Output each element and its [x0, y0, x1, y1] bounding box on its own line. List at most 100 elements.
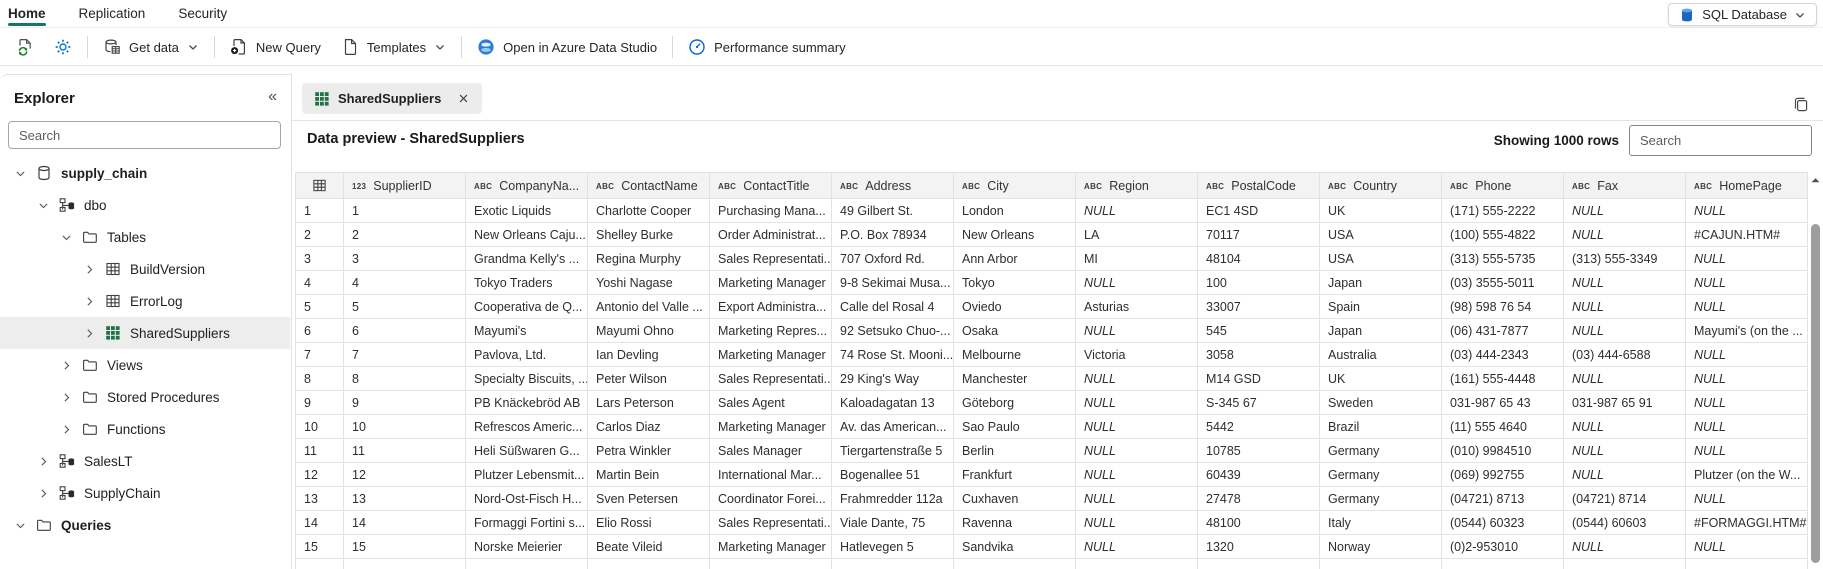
- column-header-postalcode[interactable]: ABC PostalCode: [1197, 172, 1320, 199]
- data-cell[interactable]: NULL: [1563, 414, 1686, 439]
- row-number-cell[interactable]: 12: [295, 462, 344, 487]
- data-cell[interactable]: 3: [343, 246, 466, 271]
- data-cell[interactable]: Order Administrat...: [709, 222, 832, 247]
- data-cell[interactable]: Japan: [1319, 270, 1442, 295]
- data-cell[interactable]: London: [953, 198, 1076, 223]
- data-cell[interactable]: USA: [1319, 222, 1442, 247]
- data-cell[interactable]: Asturias: [1075, 294, 1198, 319]
- copy-icon[interactable]: [1792, 95, 1810, 113]
- data-cell[interactable]: Antonio del Valle ...: [587, 294, 710, 319]
- data-cell[interactable]: (171) 555-2222: [1441, 198, 1564, 223]
- tree-item-tables[interactable]: Tables: [0, 221, 290, 253]
- data-cell[interactable]: (04721) 8713: [1441, 486, 1564, 511]
- data-cell[interactable]: Italy: [1319, 510, 1442, 535]
- column-header-contactname[interactable]: ABC ContactName: [587, 172, 710, 199]
- data-cell[interactable]: MI: [1075, 246, 1198, 271]
- data-cell[interactable]: 8: [343, 366, 466, 391]
- data-cell[interactable]: 1: [343, 198, 466, 223]
- data-cell[interactable]: (313) 555-3349: [1563, 246, 1686, 271]
- data-cell[interactable]: 2: [343, 222, 466, 247]
- data-cell[interactable]: Martin Bein: [587, 462, 710, 487]
- table-corner-cell[interactable]: [295, 172, 344, 199]
- data-cell[interactable]: Carlos Diaz: [587, 414, 710, 439]
- menu-tab-security[interactable]: Security: [178, 6, 228, 21]
- data-cell[interactable]: Manchester: [953, 366, 1076, 391]
- chevron-right-icon[interactable]: [37, 487, 50, 500]
- data-cell[interactable]: #CAJUN.HTM#: [1685, 222, 1808, 247]
- data-cell[interactable]: Av. das American...: [831, 414, 954, 439]
- row-number-cell[interactable]: 1: [295, 198, 344, 223]
- tree-item-errorlog[interactable]: ErrorLog: [0, 285, 290, 317]
- tree-item-saleslt[interactable]: SalesLT: [0, 445, 290, 477]
- data-cell[interactable]: 10785: [1197, 438, 1320, 463]
- data-cell[interactable]: NULL: [1563, 270, 1686, 295]
- data-cell[interactable]: 545: [1197, 318, 1320, 343]
- data-cell[interactable]: NULL: [1563, 366, 1686, 391]
- data-cell[interactable]: Ian Devling: [587, 342, 710, 367]
- grid-search-input[interactable]: [1629, 125, 1812, 156]
- data-cell[interactable]: 11: [343, 438, 466, 463]
- data-cell[interactable]: NULL: [1685, 198, 1808, 223]
- tree-item-dbo[interactable]: dbo: [0, 189, 290, 221]
- chevron-right-icon[interactable]: [83, 295, 96, 308]
- data-cell[interactable]: Yoshi Nagase: [587, 270, 710, 295]
- data-cell[interactable]: (0544) 60323: [1441, 510, 1564, 535]
- data-cell[interactable]: Sweden: [1319, 390, 1442, 415]
- data-cell[interactable]: Frankfurt: [953, 462, 1076, 487]
- data-cell[interactable]: 10: [343, 414, 466, 439]
- data-cell[interactable]: 6: [343, 318, 466, 343]
- data-cell[interactable]: 27478: [1197, 486, 1320, 511]
- tree-item-views[interactable]: Views: [0, 349, 290, 381]
- data-cell[interactable]: NULL: [1685, 366, 1808, 391]
- column-header-address[interactable]: ABC Address: [831, 172, 954, 199]
- data-cell[interactable]: Marketing Manager: [709, 534, 832, 559]
- data-cell[interactable]: M14 GSD: [1197, 366, 1320, 391]
- data-cell[interactable]: Australia: [1319, 342, 1442, 367]
- data-cell[interactable]: NULL: [1075, 318, 1198, 343]
- data-cell[interactable]: Sao Paulo: [953, 414, 1076, 439]
- data-cell[interactable]: 7: [343, 342, 466, 367]
- row-number-cell[interactable]: 7: [295, 342, 344, 367]
- data-cell[interactable]: (03) 3555-5011: [1441, 270, 1564, 295]
- data-cell[interactable]: NULL: [1075, 486, 1198, 511]
- column-header-companyna-[interactable]: ABC CompanyNa...: [465, 172, 588, 199]
- data-cell[interactable]: 100: [1197, 270, 1320, 295]
- column-header-city[interactable]: ABC City: [953, 172, 1076, 199]
- data-cell[interactable]: Purchasing Mana...: [709, 198, 832, 223]
- data-cell[interactable]: Grandma Kelly's ...: [465, 246, 588, 271]
- data-cell[interactable]: NULL: [1075, 462, 1198, 487]
- row-number-cell[interactable]: 14: [295, 510, 344, 535]
- data-cell[interactable]: 9-8 Sekimai Musa...: [831, 270, 954, 295]
- data-cell[interactable]: (010) 9984510: [1441, 438, 1564, 463]
- chevron-right-icon[interactable]: [37, 455, 50, 468]
- data-cell[interactable]: 70117: [1197, 222, 1320, 247]
- data-cell[interactable]: Mayumi's (on the ...: [1685, 318, 1808, 343]
- column-header-supplierid[interactable]: 123 SupplierID: [343, 172, 466, 199]
- data-cell[interactable]: Specialty Biscuits, ...: [465, 366, 588, 391]
- chevron-right-icon[interactable]: [83, 263, 96, 276]
- row-number-cell[interactable]: 10: [295, 414, 344, 439]
- settings-button[interactable]: [44, 33, 82, 61]
- data-cell[interactable]: 9: [343, 390, 466, 415]
- scrollbar-thumb[interactable]: [1811, 224, 1820, 563]
- data-cell[interactable]: Elio Rossi: [587, 510, 710, 535]
- data-cell[interactable]: Beate Vileid: [587, 534, 710, 559]
- column-header-homepage[interactable]: ABC HomePage: [1685, 172, 1808, 199]
- data-cell[interactable]: 49 Gilbert St.: [831, 198, 954, 223]
- data-cell[interactable]: NULL: [1685, 246, 1808, 271]
- data-cell[interactable]: 48104: [1197, 246, 1320, 271]
- data-cell[interactable]: New Orleans: [953, 222, 1076, 247]
- data-cell[interactable]: NULL: [1563, 294, 1686, 319]
- row-number-cell[interactable]: 9: [295, 390, 344, 415]
- data-cell[interactable]: NULL: [1685, 342, 1808, 367]
- data-cell[interactable]: (06) 431-7877: [1441, 318, 1564, 343]
- data-cell[interactable]: Refrescos Americ...: [465, 414, 588, 439]
- data-cell[interactable]: Norske Meierier: [465, 534, 588, 559]
- new-query-button[interactable]: New Query: [220, 33, 331, 61]
- menu-tab-replication[interactable]: Replication: [78, 6, 146, 21]
- data-cell[interactable]: 12: [343, 462, 466, 487]
- data-cell[interactable]: PB Knäckebröd AB: [465, 390, 588, 415]
- data-cell[interactable]: Heli Süßwaren G...: [465, 438, 588, 463]
- scroll-up-icon[interactable]: [1810, 175, 1821, 186]
- data-cell[interactable]: (161) 555-4448: [1441, 366, 1564, 391]
